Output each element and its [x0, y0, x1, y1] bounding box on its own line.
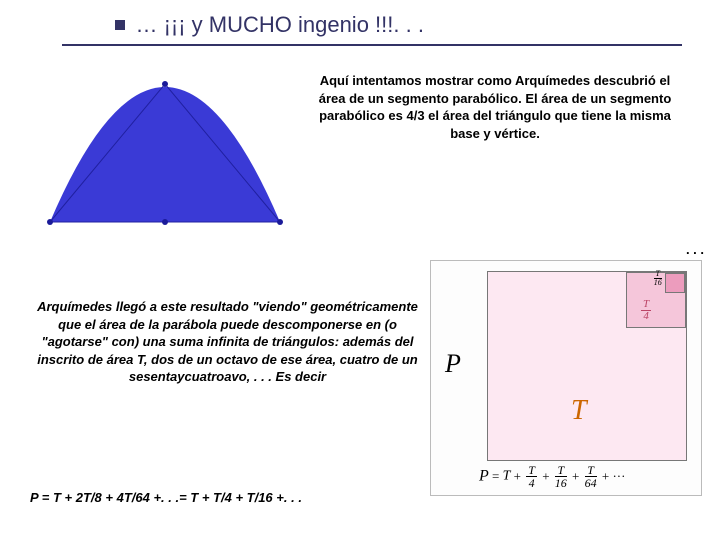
- parabola-figure: [30, 62, 300, 237]
- mid-paragraph-text: Arquímedes llegó a este resultado "viend…: [37, 299, 418, 384]
- label-T16: T 16: [654, 270, 662, 287]
- mid-paragraph: Arquímedes llegó a este resultado "viend…: [30, 298, 425, 386]
- vertex-dot: [47, 219, 53, 225]
- bottom-equation: P = T + 2T/8 + 4T/64 +. . .= T + T/4 + T…: [30, 490, 425, 505]
- parabola-fill: [50, 87, 280, 222]
- title-underline: [62, 44, 682, 46]
- nested-squares-figure: T 4 T 16 P T P = T + T4 + T16 + T64 + ··…: [430, 260, 702, 496]
- formula-frac: T4: [526, 464, 537, 489]
- vertex-dot: [277, 219, 283, 225]
- frac-den: 16: [654, 279, 662, 287]
- vertex-dot: [162, 219, 168, 225]
- ellipsis-top: . . .: [686, 242, 704, 257]
- formula-T: T: [503, 469, 511, 484]
- slide-title: … ¡¡¡ y MUCHO ingenio !!!. . .: [135, 12, 424, 37]
- formula-frac: T16: [555, 464, 567, 489]
- top-paragraph: Aquí intentamos mostrar como Arquímedes …: [310, 72, 680, 142]
- frac-den: 4: [641, 311, 651, 322]
- square-T16: [665, 273, 685, 293]
- formula-frac: T64: [585, 464, 597, 489]
- label-T4: T 4: [641, 299, 651, 322]
- slide-title-row: … ¡¡¡ y MUCHO ingenio !!!. . .: [0, 12, 720, 38]
- square-T: T 4 T 16: [487, 271, 687, 461]
- formula-P: P: [479, 468, 489, 485]
- label-P: P: [445, 349, 461, 379]
- title-bullet: [115, 20, 125, 30]
- label-T: T: [571, 395, 587, 427]
- vertex-dot: [162, 81, 168, 87]
- formula-sum: P = T + T4 + T16 + T64 + ···: [479, 464, 625, 489]
